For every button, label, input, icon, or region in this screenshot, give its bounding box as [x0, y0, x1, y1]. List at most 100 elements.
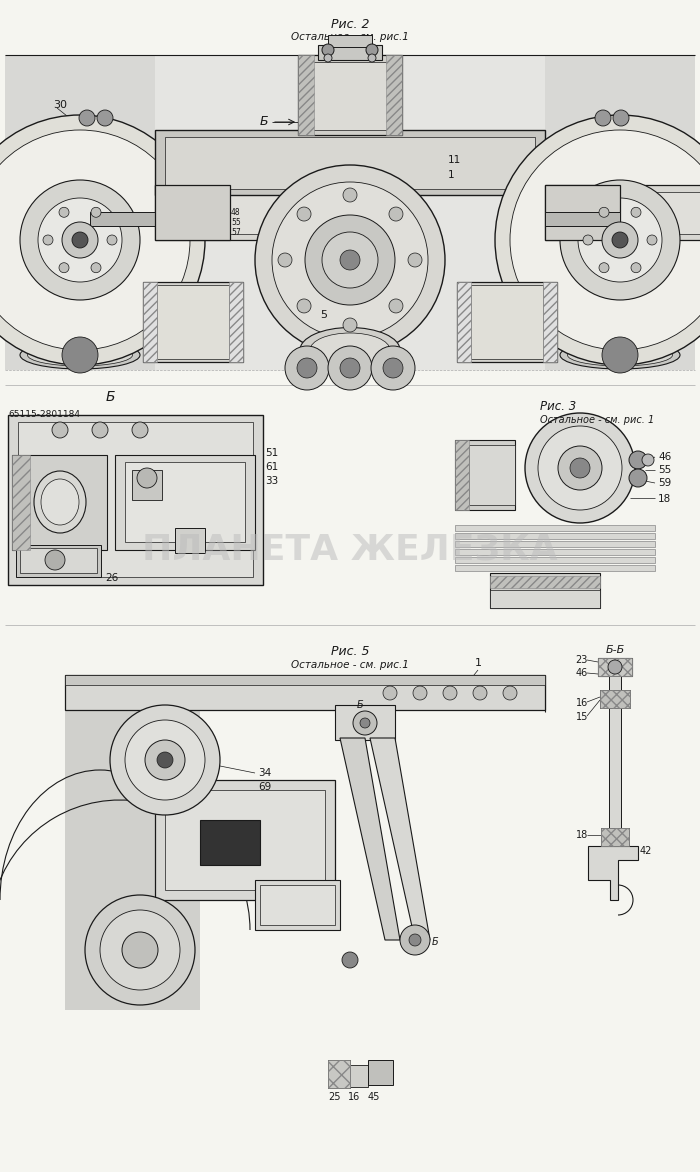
Circle shape	[495, 115, 700, 364]
Text: 45: 45	[368, 1092, 380, 1102]
Circle shape	[305, 214, 395, 305]
Circle shape	[20, 180, 140, 300]
Bar	[200, 820, 260, 865]
Text: 55: 55	[658, 465, 671, 475]
Circle shape	[38, 198, 122, 282]
Circle shape	[137, 468, 157, 488]
Bar	[155, 185, 355, 240]
Circle shape	[400, 925, 430, 955]
Text: 16: 16	[348, 1092, 360, 1102]
Bar	[545, 212, 620, 226]
Bar	[601, 827, 629, 846]
Text: 18: 18	[658, 495, 671, 504]
Circle shape	[389, 299, 403, 313]
Circle shape	[510, 130, 700, 350]
Circle shape	[157, 752, 173, 768]
Bar	[368, 1059, 393, 1085]
Bar	[455, 565, 655, 571]
Text: 65115-2801184: 65115-2801184	[8, 410, 80, 420]
Circle shape	[324, 54, 332, 62]
Circle shape	[602, 338, 638, 373]
Polygon shape	[545, 55, 695, 370]
Text: 51: 51	[265, 448, 279, 458]
Text: 34: 34	[258, 768, 272, 778]
Bar	[125, 462, 245, 541]
Bar	[545, 185, 700, 240]
Text: 69: 69	[258, 782, 272, 792]
Circle shape	[383, 686, 397, 700]
Circle shape	[62, 222, 98, 258]
Circle shape	[91, 207, 101, 217]
Circle shape	[122, 932, 158, 968]
Circle shape	[612, 232, 628, 248]
Circle shape	[503, 686, 517, 700]
Circle shape	[72, 232, 88, 248]
Circle shape	[383, 357, 403, 379]
Bar	[545, 185, 620, 240]
Circle shape	[278, 253, 292, 267]
Circle shape	[595, 110, 611, 127]
Circle shape	[613, 110, 629, 127]
Bar	[143, 282, 157, 362]
Circle shape	[389, 207, 403, 222]
Bar	[455, 525, 655, 531]
Bar	[455, 440, 515, 510]
Bar	[155, 185, 230, 240]
Text: 46: 46	[658, 452, 671, 462]
Circle shape	[285, 346, 329, 390]
Bar	[490, 590, 600, 608]
Bar	[469, 445, 515, 505]
Circle shape	[558, 447, 602, 490]
Text: 5: 5	[320, 311, 327, 320]
Circle shape	[100, 909, 180, 990]
Circle shape	[343, 318, 357, 332]
Circle shape	[132, 422, 148, 438]
Circle shape	[107, 236, 117, 245]
Text: 18: 18	[575, 830, 588, 840]
Text: 1: 1	[448, 170, 454, 180]
Bar	[12, 455, 30, 550]
Circle shape	[343, 188, 357, 202]
Bar	[18, 422, 253, 577]
Text: 42: 42	[640, 846, 652, 856]
Circle shape	[473, 686, 487, 700]
Bar	[260, 885, 335, 925]
Text: Б: Б	[356, 700, 363, 710]
Text: 48: 48	[231, 207, 241, 217]
Circle shape	[602, 222, 638, 258]
Text: 11: 11	[448, 155, 461, 165]
Bar	[598, 657, 632, 676]
Text: Рис. 2: Рис. 2	[330, 18, 370, 30]
Circle shape	[52, 422, 68, 438]
Polygon shape	[340, 738, 400, 940]
Circle shape	[92, 422, 108, 438]
Bar	[328, 1059, 350, 1088]
Text: 33: 33	[265, 476, 279, 486]
Circle shape	[0, 130, 190, 350]
Bar	[165, 790, 325, 890]
Circle shape	[297, 207, 311, 222]
Bar	[175, 529, 205, 553]
Text: Остальное - см. рис.1: Остальное - см. рис.1	[291, 660, 409, 670]
Bar	[455, 548, 655, 556]
Text: 23: 23	[575, 655, 588, 665]
Circle shape	[342, 952, 358, 968]
Text: ПЛАНЕТА ЖЕЛЕЗКА: ПЛАНЕТА ЖЕЛЕЗКА	[142, 533, 558, 567]
Polygon shape	[588, 846, 638, 900]
Circle shape	[608, 660, 622, 674]
Circle shape	[255, 165, 445, 355]
Circle shape	[409, 934, 421, 946]
Text: Остальное - см. рис.1: Остальное - см. рис.1	[291, 32, 409, 42]
Bar	[65, 675, 545, 684]
Circle shape	[629, 469, 647, 488]
Circle shape	[45, 550, 65, 570]
Circle shape	[560, 180, 680, 300]
Bar	[457, 282, 557, 362]
Circle shape	[85, 895, 195, 1006]
Bar	[308, 62, 392, 130]
Ellipse shape	[300, 327, 400, 373]
Circle shape	[272, 182, 428, 338]
Circle shape	[366, 45, 378, 56]
Bar	[490, 575, 600, 588]
Ellipse shape	[20, 341, 140, 369]
